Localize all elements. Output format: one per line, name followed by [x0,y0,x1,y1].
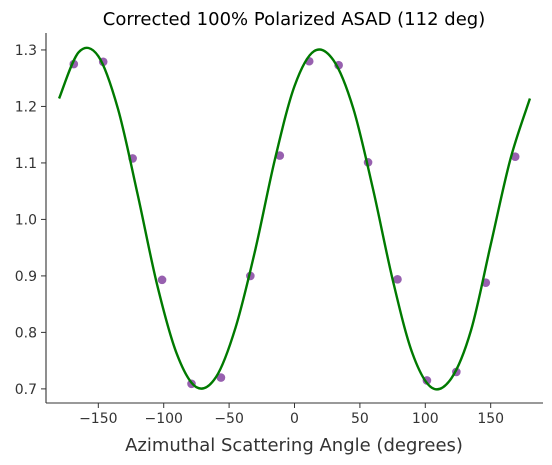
chart-title: Corrected 100% Polarized ASAD (112 deg) [103,9,485,30]
y-tick-label: 1.3 [15,43,37,59]
data-point [216,373,226,382]
y-tick-label: 0.8 [15,325,37,341]
x-tick-label: 0 [290,411,299,427]
data-point [157,275,167,285]
x-tick-label: −100 [144,411,182,427]
data-point [275,151,285,160]
plot-area [57,46,532,391]
data-point [393,274,402,284]
y-tick-label: 1.1 [15,156,37,172]
axes: −150 −100 −50 0 50 100 150 0.7 0.8 0.9 1.0 1.1 1.2 1.… [15,33,543,427]
x-axis-label: Azimuthal Scattering Angle (degrees) [125,435,463,456]
x-tick-label: 150 [477,411,504,427]
y-tick-label: 1.0 [15,212,37,228]
x-tick-label: 100 [412,411,439,427]
fit-curve-line [57,46,532,391]
y-tick-label: 0.9 [15,269,37,285]
x-tick-label: 50 [351,411,369,427]
y-tick-label: 1.2 [15,99,37,115]
x-tick-label: −150 [79,411,117,427]
data-point [510,152,520,162]
y-tick-label: 0.7 [15,382,37,398]
x-tick-label: −50 [214,411,244,427]
